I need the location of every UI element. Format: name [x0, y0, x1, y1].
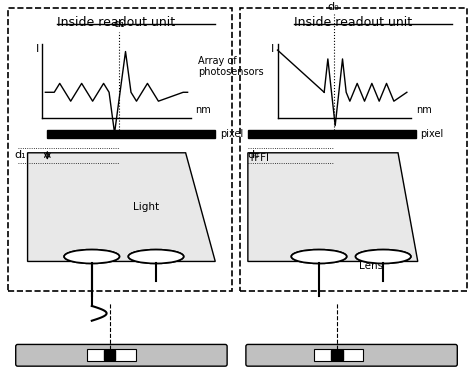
Bar: [47, 130, 215, 138]
Ellipse shape: [64, 250, 119, 263]
Text: Inside readout unit: Inside readout unit: [57, 16, 175, 30]
Text: nm: nm: [416, 105, 431, 115]
Bar: [87, 349, 136, 361]
Text: d₁: d₁: [114, 19, 125, 29]
FancyBboxPatch shape: [246, 344, 457, 366]
Ellipse shape: [292, 250, 346, 263]
Text: Array of
photosensors: Array of photosensors: [199, 55, 264, 77]
Ellipse shape: [128, 250, 183, 263]
Text: I: I: [271, 44, 274, 54]
Ellipse shape: [356, 250, 411, 263]
Text: pixel: pixel: [220, 129, 244, 139]
Ellipse shape: [356, 250, 411, 263]
Bar: [331, 350, 343, 360]
Text: TFFI: TFFI: [248, 153, 269, 163]
Polygon shape: [27, 153, 215, 261]
Polygon shape: [248, 153, 418, 261]
Bar: [104, 350, 116, 360]
Ellipse shape: [128, 250, 183, 263]
Text: Lens: Lens: [358, 261, 383, 271]
Ellipse shape: [64, 250, 119, 263]
Text: Inside readout unit: Inside readout unit: [294, 16, 412, 30]
FancyBboxPatch shape: [16, 344, 227, 366]
Bar: [314, 349, 364, 361]
Text: I: I: [36, 44, 39, 54]
Text: d₁: d₁: [15, 150, 27, 160]
Bar: [248, 130, 416, 138]
Text: nm: nm: [195, 105, 211, 115]
Ellipse shape: [292, 250, 346, 263]
Text: d₀: d₀: [328, 2, 339, 11]
Text: d₀: d₀: [248, 150, 259, 160]
Text: pixel: pixel: [420, 129, 443, 139]
Text: Light: Light: [133, 202, 159, 212]
